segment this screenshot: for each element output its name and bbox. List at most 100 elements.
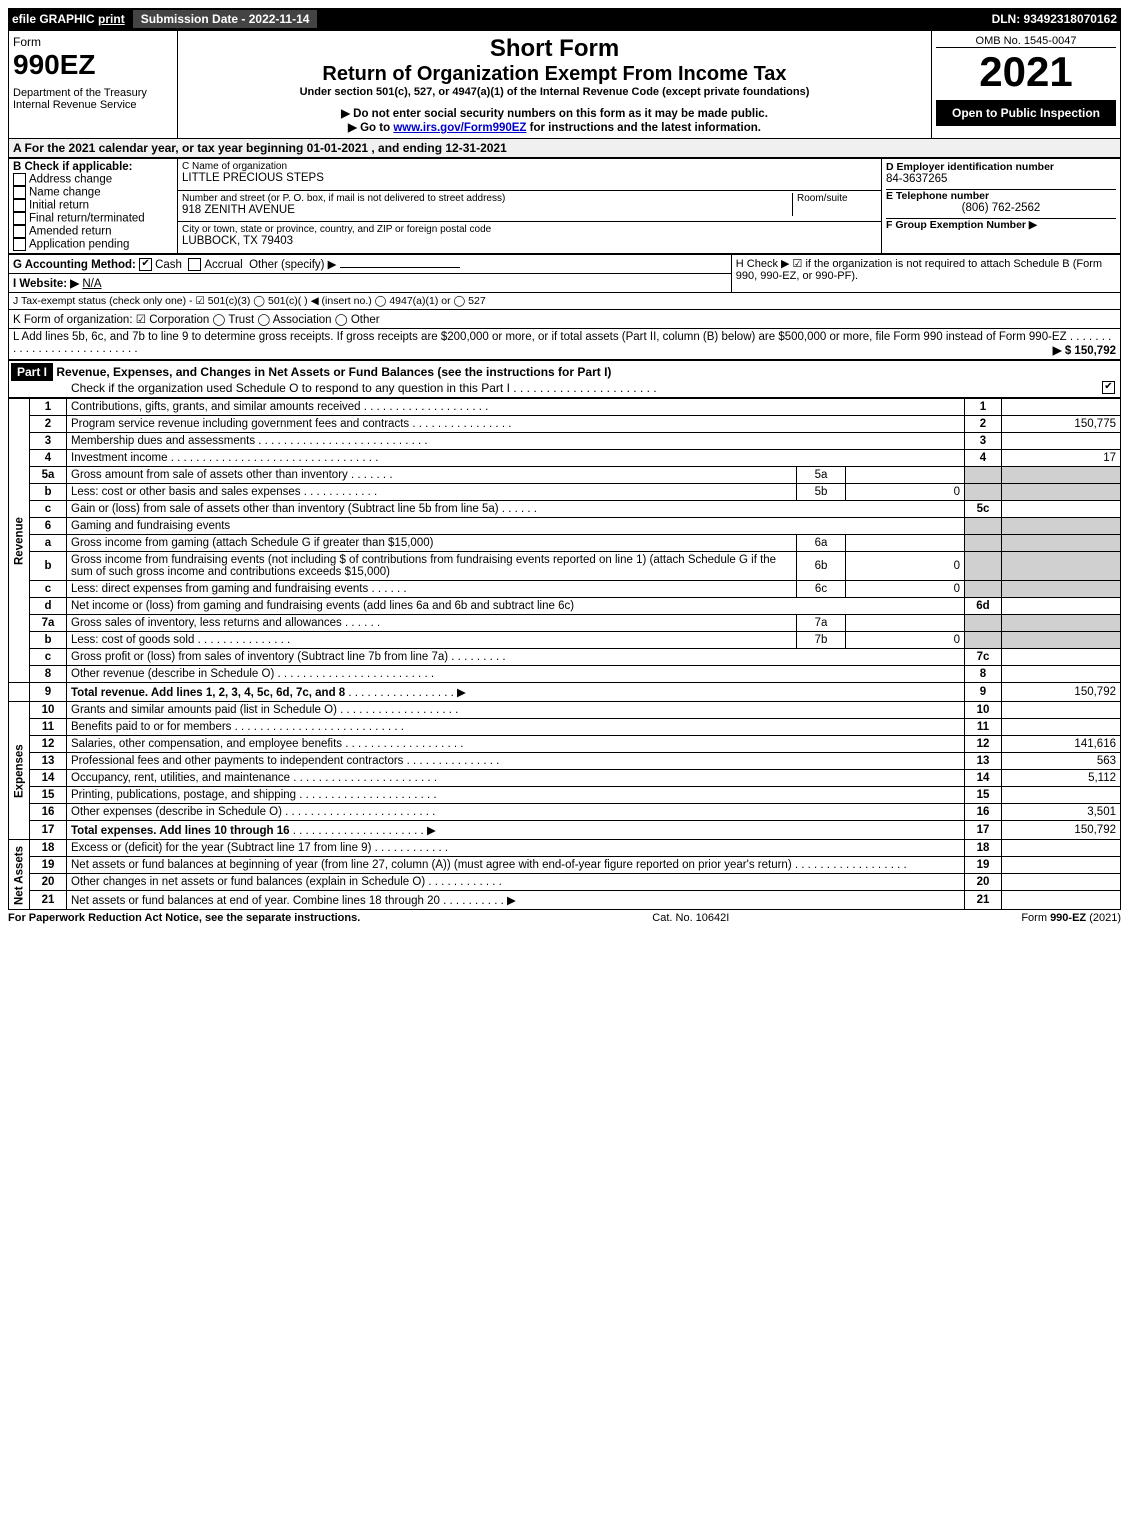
line-2-num: 2 [30,416,67,433]
line-15-box: 15 [965,787,1002,804]
chk-address-change[interactable] [13,173,26,186]
footer: For Paperwork Reduction Act Notice, see … [8,910,1121,926]
omb-number: OMB No. 1545-0047 [936,35,1116,48]
line-11-num: 11 [30,719,67,736]
line-7b-sv: 0 [846,632,965,649]
shaded-cell [1002,467,1121,484]
line-6c-sv: 0 [846,581,965,598]
line-16-num: 16 [30,804,67,821]
chk-application-pending[interactable] [13,238,26,251]
line-7c-box: 7c [965,649,1002,666]
C-name-label: C Name of organization [182,161,877,172]
part-I-title: Revenue, Expenses, and Changes in Net As… [56,365,611,379]
other-specify-input[interactable] [340,267,460,268]
line-5b-sb: 5b [797,484,846,501]
line-7b-sb: 7b [797,632,846,649]
chk-amended-return[interactable] [13,225,26,238]
line-10-amt [1002,702,1121,719]
line-5c-num: c [30,501,67,518]
line-21-box: 21 [965,891,1002,910]
org-info-block: B Check if applicable: Address change Na… [8,158,1121,254]
opt-initial-return: Initial return [29,200,89,212]
lines-table: Revenue 1 Contributions, gifts, grants, … [8,398,1121,910]
chk-accrual[interactable] [188,258,201,271]
line-8-text: Other revenue (describe in Schedule O) [71,668,274,680]
line-6d-num: d [30,598,67,615]
opt-address-change: Address change [29,174,112,186]
G-label: G Accounting Method: [13,259,136,271]
org-city: LUBBOCK, TX 79403 [182,235,877,247]
line-5a-sb: 5a [797,467,846,484]
line-8-num: 8 [30,666,67,683]
line-9-amt: 150,792 [1002,683,1121,702]
line-6b-sb: 6b [797,552,846,581]
line-7b-text: Less: cost of goods sold [71,634,194,646]
D-label: D Employer identification number [886,161,1116,173]
D-ein: 84-3637265 [886,173,1116,185]
chk-schedule-o[interactable] [1102,381,1115,394]
line-15-text: Printing, publications, postage, and shi… [71,789,296,801]
K-org-type: K Form of organization: ☑ Corporation ◯ … [9,310,1121,329]
line-15-num: 15 [30,787,67,804]
line-5c-amt [1002,501,1121,518]
J-status: J Tax-exempt status (check only one) - ☑… [9,293,1121,310]
submission-date: Submission Date - 2022-11-14 [133,10,318,28]
title-return: Return of Organization Exempt From Incom… [182,63,927,86]
chk-cash[interactable] [139,258,152,271]
E-phone: (806) 762-2562 [886,202,1116,214]
accrual-label: Accrual [204,259,242,271]
line-3-num: 3 [30,433,67,450]
line-6c-num: c [30,581,67,598]
irs-link[interactable]: www.irs.gov/Form990EZ [393,122,526,134]
line-18-text: Excess or (deficit) for the year (Subtra… [71,842,371,854]
line-6c-text: Less: direct expenses from gaming and fu… [71,583,368,595]
line-6a-sb: 6a [797,535,846,552]
shaded-cell [1002,484,1121,501]
footer-right: Form 990-EZ (2021) [1021,912,1121,924]
expenses-side-label: Expenses [9,702,30,840]
shaded-cell [965,535,1002,552]
line-7a-num: 7a [30,615,67,632]
footer-mid: Cat. No. 10642I [652,912,729,924]
line-6d-amt [1002,598,1121,615]
line-4-box: 4 [965,450,1002,467]
line-3-box: 3 [965,433,1002,450]
line-5c-box: 5c [965,501,1002,518]
line-6b-text: Gross income from fundraising events (no… [67,552,797,581]
chk-final-return[interactable] [13,212,26,225]
line-2-amt: 150,775 [1002,416,1121,433]
H-note: H Check ▶ ☑ if the organization is not r… [731,255,1120,293]
shaded-cell [965,615,1002,632]
L-amount: ▶ $ 150,792 [1053,343,1116,357]
line-6a-num: a [30,535,67,552]
org-street: 918 ZENITH AVENUE [182,204,792,216]
chk-name-change[interactable] [13,186,26,199]
org-name: LITTLE PRECIOUS STEPS [182,172,877,184]
shaded-cell [965,467,1002,484]
spacer [9,683,30,702]
dln: DLN: 93492318070162 [992,12,1117,26]
part-I-label: Part I [11,363,53,381]
line-8-box: 8 [965,666,1002,683]
line-21-text: Net assets or fund balances at end of ye… [71,895,440,907]
line-13-num: 13 [30,753,67,770]
form-number: 990EZ [13,49,173,81]
line-6a-text: Gross income from gaming (attach Schedul… [67,535,797,552]
line-11-box: 11 [965,719,1002,736]
line-12-text: Salaries, other compensation, and employ… [71,738,342,750]
line-10-box: 10 [965,702,1002,719]
line-16-text: Other expenses (describe in Schedule O) [71,806,282,818]
line-12-amt: 141,616 [1002,736,1121,753]
line-20-amt [1002,874,1121,891]
line-11-amt [1002,719,1121,736]
netassets-side-label: Net Assets [9,840,30,910]
line-6d-text: Net income or (loss) from gaming and fun… [67,598,965,615]
chk-initial-return[interactable] [13,199,26,212]
line-3-text: Membership dues and assessments [71,435,255,447]
line-18-box: 18 [965,840,1002,857]
line-19-num: 19 [30,857,67,874]
line-17-amt: 150,792 [1002,821,1121,840]
print-link[interactable]: print [98,12,125,26]
line-6-text: Gaming and fundraising events [67,518,965,535]
E-label: E Telephone number [886,189,1116,202]
